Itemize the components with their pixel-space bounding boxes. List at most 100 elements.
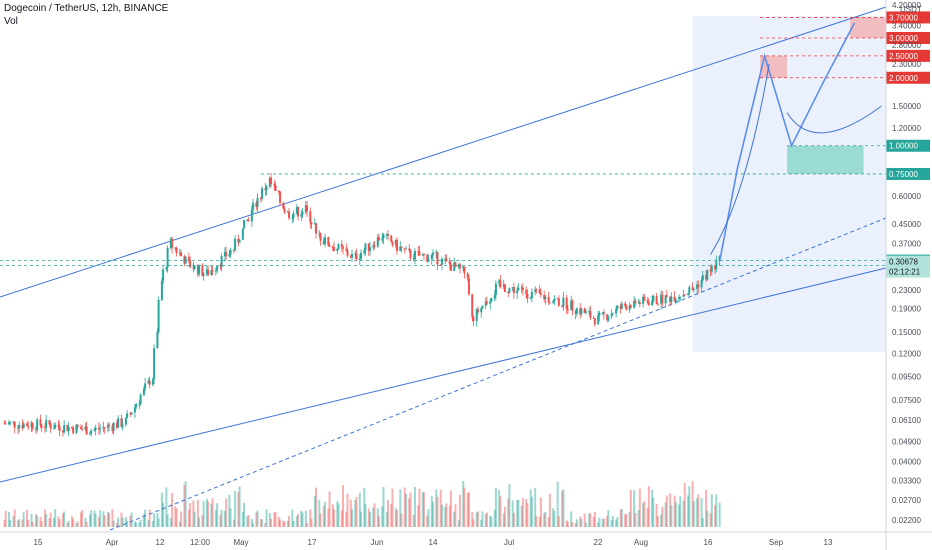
candle-body [517,287,520,291]
candle-body [237,238,240,243]
candle-body [670,296,673,303]
volume-bar [358,492,361,527]
candle-body [106,424,109,428]
volume-bar [9,519,12,527]
candle-body [174,247,177,249]
candle-body [471,294,474,317]
volume-bar [521,497,524,527]
y-tick-0.09500: 0.09500 [892,373,921,382]
volume-bar [664,502,667,527]
candle-body [539,293,542,295]
volume-bar [633,490,636,527]
volume-bar [656,516,659,527]
volume-bar [94,513,97,527]
candle-body [706,270,709,280]
volume-bar [597,522,600,527]
y-tick-0.06100: 0.06100 [892,416,921,425]
candle-body [593,318,596,325]
volume-bar [310,519,313,527]
candle-body [512,286,515,294]
volume-bar [198,517,201,527]
candle-body [418,251,421,256]
candle-body [39,419,42,426]
candle-body [476,309,479,313]
volume-bar [79,512,82,527]
volume-bar [210,503,213,527]
candle-body [525,289,528,294]
volume-bar [61,513,64,527]
candle-body [148,380,151,385]
candle-body [228,254,231,257]
candle-body [261,188,264,199]
candle-body [427,258,430,262]
candle-body [250,209,253,222]
volume-bar [319,513,322,527]
candle-body [426,254,429,262]
candle-body [665,295,668,297]
candle-body [319,233,322,241]
candle-body [467,278,470,295]
candle-body [183,256,186,264]
volume-bar [580,518,583,527]
candle-body [602,312,605,315]
volume-bar [544,511,547,527]
candle-body [701,274,704,281]
volume-bar [261,519,264,527]
volume-bar [665,495,668,527]
volume-bar [674,501,677,527]
candle-body [544,296,547,300]
candle-body [351,253,354,258]
volume-bar [377,516,380,527]
volume-bar [706,510,709,527]
volume-bar [243,502,246,527]
volume-bar [507,498,510,527]
y-tick-0.07500: 0.07500 [892,396,921,405]
candle-body [198,265,201,275]
volume-bar [687,495,690,527]
candle-body [124,417,127,425]
volume-bar [58,519,61,527]
candle-body [304,205,307,213]
volume-bar [574,522,577,527]
volume-bar [516,499,519,527]
volume-bar [363,487,366,527]
y-tick-1.50000: 1.50000 [892,102,921,111]
volume-bar [52,517,55,527]
symbol-title[interactable]: Dogecoin / TetherUS, 12h, BINANCE [4,3,169,14]
volume-bar [404,493,407,527]
candle-body [238,239,241,243]
candle-body [130,412,133,415]
candle-body [633,300,636,308]
x-tick-14: 14 [429,538,438,547]
candle-body [52,428,55,430]
volume-bar [606,515,609,527]
volume-bar [304,510,307,527]
volume-bar [180,511,183,527]
candle-body [201,265,204,276]
volume-bar [688,486,691,527]
candle-body [395,239,398,251]
volume-bar [382,486,385,527]
volume-bar [318,499,321,527]
volume-indicator-label[interactable]: Vol [4,16,18,27]
candle-body [490,298,493,302]
candle-body [697,284,700,288]
candle-body [193,265,196,269]
volume-bar [279,519,282,527]
volume-bar [45,514,48,527]
volume-bar [395,510,398,527]
candle-body [327,237,330,246]
volume-bar [148,509,151,527]
candle-body [421,254,424,256]
volume-bar [484,513,487,527]
candle-body [48,420,51,425]
volume-bar [3,519,6,527]
candle-body [189,259,192,268]
candle-body [664,295,667,304]
candle-body [516,290,519,294]
x-tick-Jul: Jul [504,538,514,547]
volume-bar [84,517,87,527]
candle-body [340,244,343,247]
